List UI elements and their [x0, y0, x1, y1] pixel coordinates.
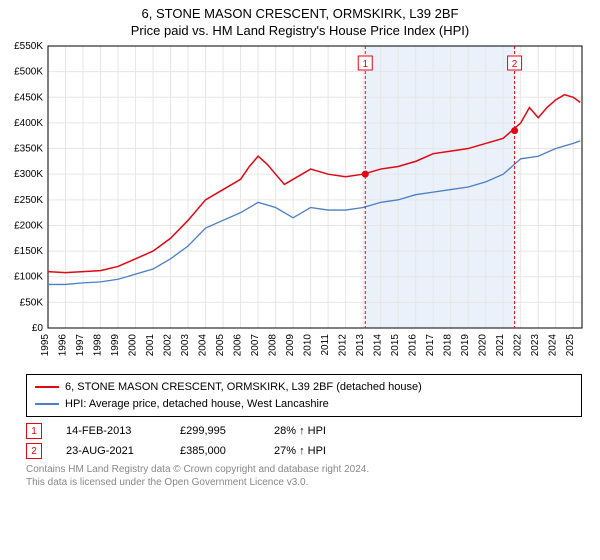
svg-text:2019: 2019: [460, 334, 471, 357]
svg-text:2009: 2009: [285, 334, 296, 357]
transaction-row: 2 23-AUG-2021 £385,000 27% ↑ HPI: [26, 443, 582, 459]
svg-text:2000: 2000: [128, 334, 139, 357]
svg-text:2003: 2003: [180, 334, 191, 357]
svg-text:£200K: £200K: [14, 220, 43, 231]
svg-text:£0: £0: [32, 323, 44, 334]
price-chart: £0 £50K £100K £150K £200K £250K £300K £350K £400…: [0, 38, 600, 368]
transaction-date: 14-FEB-2013: [66, 425, 156, 437]
svg-text:£250K: £250K: [14, 195, 43, 206]
svg-text:2020: 2020: [478, 334, 489, 357]
transaction-price: £299,995: [180, 425, 250, 437]
legend: 6, STONE MASON CRESCENT, ORMSKIRK, L39 2…: [26, 374, 582, 417]
svg-text:2004: 2004: [198, 334, 209, 357]
svg-text:2013: 2013: [355, 334, 366, 357]
svg-text:1998: 1998: [93, 334, 104, 357]
transaction-pct: 28% ↑ HPI: [274, 425, 364, 437]
transaction-price: £385,000: [180, 445, 250, 457]
svg-text:2016: 2016: [408, 334, 419, 357]
svg-text:2007: 2007: [250, 334, 261, 357]
svg-text:2010: 2010: [303, 334, 314, 357]
svg-text:£300K: £300K: [14, 169, 43, 180]
chart-title-main: 6, STONE MASON CRESCENT, ORMSKIRK, L39 2…: [0, 6, 600, 21]
svg-text:1995: 1995: [40, 334, 51, 357]
transaction-date: 23-AUG-2021: [66, 445, 156, 457]
footer-line-2: This data is licensed under the Open Gov…: [26, 476, 582, 489]
svg-text:£450K: £450K: [14, 92, 43, 103]
svg-text:2011: 2011: [320, 334, 331, 356]
svg-text:£100K: £100K: [14, 272, 43, 283]
svg-text:2008: 2008: [268, 334, 279, 357]
legend-label: HPI: Average price, detached house, West…: [65, 396, 329, 413]
svg-text:1999: 1999: [110, 334, 121, 357]
legend-swatch: [35, 386, 59, 388]
svg-text:2018: 2018: [443, 334, 454, 357]
svg-text:2006: 2006: [233, 334, 244, 357]
svg-text:2025: 2025: [565, 334, 576, 357]
transactions-table: 1 14-FEB-2013 £299,995 28% ↑ HPI 2 23-AUG-202…: [26, 423, 582, 459]
svg-text:£400K: £400K: [14, 118, 43, 129]
transaction-marker: 1: [26, 423, 42, 439]
svg-text:2014: 2014: [373, 334, 384, 357]
svg-text:2001: 2001: [145, 334, 156, 357]
svg-text:1: 1: [362, 59, 368, 70]
svg-text:2005: 2005: [215, 334, 226, 357]
footer-line-1: Contains HM Land Registry data © Crown c…: [26, 463, 582, 476]
svg-text:1996: 1996: [58, 334, 69, 357]
svg-text:2024: 2024: [548, 334, 559, 357]
svg-text:£550K: £550K: [14, 41, 43, 52]
chart-title-sub: Price paid vs. HM Land Registry's House …: [0, 23, 600, 38]
transaction-marker: 2: [26, 443, 42, 459]
svg-text:2: 2: [512, 59, 518, 70]
legend-item: 6, STONE MASON CRESCENT, ORMSKIRK, L39 2…: [35, 379, 573, 396]
svg-text:2015: 2015: [390, 334, 401, 357]
transaction-row: 1 14-FEB-2013 £299,995 28% ↑ HPI: [26, 423, 582, 439]
svg-text:2021: 2021: [495, 334, 506, 357]
svg-text:2023: 2023: [530, 334, 541, 357]
svg-text:2012: 2012: [338, 334, 349, 357]
svg-text:2002: 2002: [163, 334, 174, 357]
legend-item: HPI: Average price, detached house, West…: [35, 396, 573, 413]
svg-text:2022: 2022: [513, 334, 524, 357]
legend-swatch: [35, 403, 59, 405]
svg-text:1997: 1997: [75, 334, 86, 357]
footer-attribution: Contains HM Land Registry data © Crown c…: [26, 463, 582, 489]
svg-text:2017: 2017: [425, 334, 436, 357]
transaction-pct: 27% ↑ HPI: [274, 445, 364, 457]
svg-text:£350K: £350K: [14, 144, 43, 155]
svg-text:£50K: £50K: [20, 297, 44, 308]
legend-label: 6, STONE MASON CRESCENT, ORMSKIRK, L39 2…: [65, 379, 422, 396]
svg-text:£500K: £500K: [14, 67, 43, 78]
svg-text:£150K: £150K: [14, 246, 43, 257]
